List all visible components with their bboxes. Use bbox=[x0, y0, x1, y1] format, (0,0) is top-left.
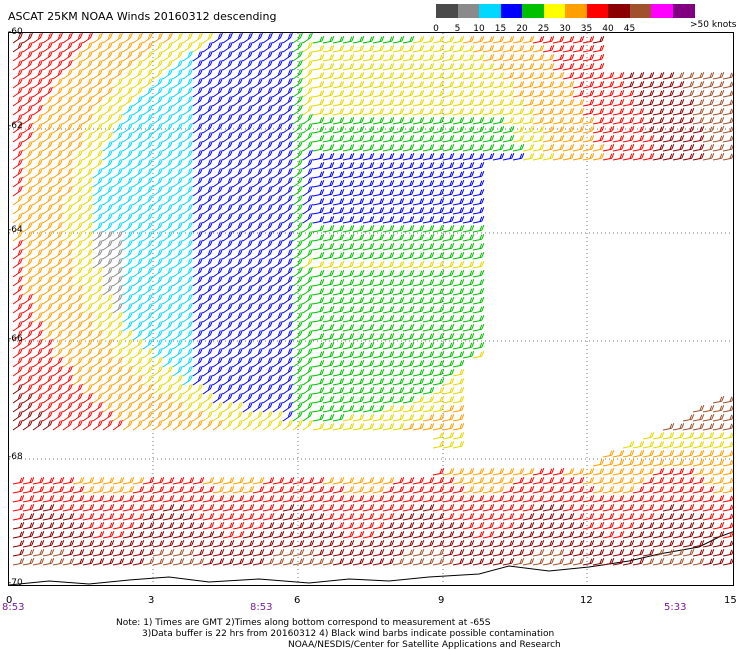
legend-swatch bbox=[522, 4, 544, 18]
legend-swatch bbox=[651, 4, 673, 18]
legend-label: 45 bbox=[623, 24, 636, 34]
legend-units-label: >50 knots bbox=[690, 20, 737, 30]
legend-label: 5 bbox=[454, 24, 461, 34]
legend-swatch bbox=[608, 4, 630, 18]
wind-barb-map bbox=[9, 33, 733, 585]
lat-label-70: -70 bbox=[8, 578, 23, 588]
lon-label-0: 0 bbox=[6, 595, 13, 606]
lat-label-60: -60 bbox=[8, 27, 23, 37]
lon-label-6: 6 bbox=[294, 595, 301, 606]
legend-label: 25 bbox=[537, 24, 550, 34]
map-title: ASCAT 25KM NOAA Winds 20160312 descendin… bbox=[8, 10, 277, 23]
legend-swatch bbox=[479, 4, 501, 18]
legend-swatch bbox=[586, 4, 609, 18]
legend-label: 40 bbox=[602, 24, 614, 34]
time-label-left: 8:53 bbox=[2, 602, 25, 613]
legend-swatch bbox=[543, 4, 566, 18]
wind-barbs bbox=[12, 33, 733, 566]
lon-label-15: 15 bbox=[724, 595, 737, 606]
time-label-middle: 8:53 bbox=[250, 602, 273, 613]
time-label-right: 5:33 bbox=[664, 602, 687, 613]
legend-label: 15 bbox=[494, 24, 507, 34]
legend-label: 0 bbox=[433, 24, 439, 34]
legend-label: 10 bbox=[473, 24, 485, 34]
lat-label-68: -68 bbox=[8, 452, 23, 462]
legend-label: 35 bbox=[580, 24, 593, 34]
legend-label: 30 bbox=[559, 24, 571, 34]
legend-swatch bbox=[565, 4, 587, 18]
coastline bbox=[9, 531, 733, 585]
legend-swatch bbox=[500, 4, 523, 18]
lat-label-62: -62 bbox=[8, 121, 23, 131]
lon-label-12: 12 bbox=[580, 595, 593, 606]
legend-swatch bbox=[457, 4, 480, 18]
note-line-1: Note: 1) Times are GMT 2)Times along bot… bbox=[116, 618, 491, 628]
lon-label-9: 9 bbox=[438, 595, 445, 606]
legend-swatch bbox=[672, 4, 695, 18]
legend-swatch bbox=[629, 4, 652, 18]
lon-label-3: 3 bbox=[148, 595, 155, 606]
note-line-3: NOAA/NESDIS/Center for Satellite Applica… bbox=[288, 640, 561, 650]
lat-label-64: -64 bbox=[8, 225, 23, 235]
legend-label: 20 bbox=[516, 24, 528, 34]
legend-swatch bbox=[436, 4, 458, 18]
wind-map-plot bbox=[8, 32, 734, 586]
lat-label-66: -66 bbox=[8, 334, 23, 344]
note-line-2: 3)Data buffer is 22 hrs from 20160312 4)… bbox=[142, 629, 555, 639]
